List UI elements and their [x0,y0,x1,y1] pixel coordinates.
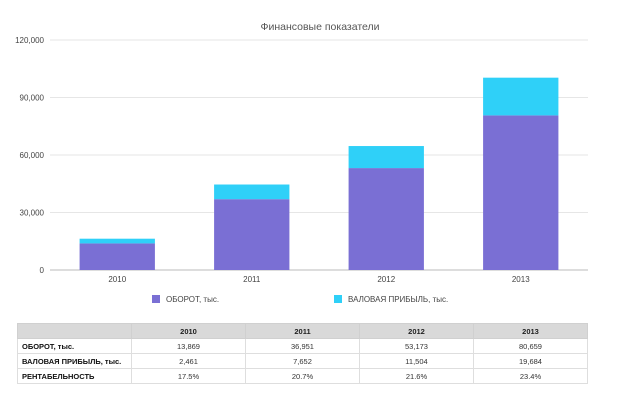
x-tick-label: 2012 [377,275,395,284]
table-cell: 20.7% [245,368,360,384]
table-row-profitability: РЕНТАБЕЛЬНОСТЬ 17.5% 20.7% 21.6% 23.4% [17,368,588,384]
table-cell: 21.6% [359,368,474,384]
table-cell: 53,173 [359,338,474,354]
table-cell: 7,652 [245,353,360,369]
bar-turnover-2010 [79,243,155,270]
bar-turnover-2012 [348,168,424,270]
table-cell: 19,684 [473,353,588,369]
table-cell: 23.4% [473,368,588,384]
chart-title: Финансовые показатели [260,21,379,33]
y-axis: 0 30,000 60,000 90,000 120,000 [15,36,44,275]
stacked-bar-chart: Финансовые показатели 0 30,000 60,000 90,00… [15,21,588,304]
data-table: 2010 2011 2012 2013 ОБОРОТ, тыс. 13,869 … [17,323,588,384]
x-tick-label: 2013 [512,275,530,284]
legend-swatch-gross-profit [334,295,342,303]
bar-gross-profit-2013 [483,77,559,116]
table-cell: 2,461 [131,353,246,369]
table-row-label: ОБОРОТ, тыс. [17,338,132,354]
table-row-gross-profit: ВАЛОВАЯ ПРИБЫЛЬ, тыс. 2,461 7,652 11,504… [17,353,588,369]
bar-gross-profit-2011 [214,184,290,200]
table-cell: 80,659 [473,338,588,354]
y-tick-label: 30,000 [20,209,45,218]
bar-turnover-2013 [483,115,559,270]
legend-label-gross-profit: ВАЛОВАЯ ПРИБЫЛЬ, тыс. [348,295,448,304]
table-header-2012: 2012 [359,323,474,339]
bars [79,77,559,270]
table-corner-cell [17,323,132,339]
bar-turnover-2011 [214,199,290,270]
table-cell: 17.5% [131,368,246,384]
legend-label-turnover: ОБОРОТ, тыс. [166,295,219,304]
y-tick-label: 90,000 [20,94,45,103]
table-row-label: ВАЛОВАЯ ПРИБЫЛЬ, тыс. [17,353,132,369]
legend: ОБОРОТ, тыс. ВАЛОВАЯ ПРИБЫЛЬ, тыс. [152,295,448,304]
legend-swatch-turnover [152,295,160,303]
x-axis: 2010 2011 2012 2013 [108,275,530,284]
table-cell: 36,951 [245,338,360,354]
y-tick-label: 0 [40,266,45,275]
bar-gross-profit-2010 [79,238,155,244]
table-header-2013: 2013 [473,323,588,339]
table-header-2010: 2010 [131,323,246,339]
table-row-label: РЕНТАБЕЛЬНОСТЬ [17,368,132,384]
table-header-2011: 2011 [245,323,360,339]
table-header-row: 2010 2011 2012 2013 [17,323,588,339]
x-tick-label: 2010 [108,275,126,284]
bar-gross-profit-2012 [348,146,424,169]
table-cell: 13,869 [131,338,246,354]
x-tick-label: 2011 [243,275,261,284]
y-tick-label: 120,000 [15,36,44,45]
table-cell: 11,504 [359,353,474,369]
table-row-turnover: ОБОРОТ, тыс. 13,869 36,951 53,173 80,659 [17,338,588,354]
y-tick-label: 60,000 [20,151,45,160]
